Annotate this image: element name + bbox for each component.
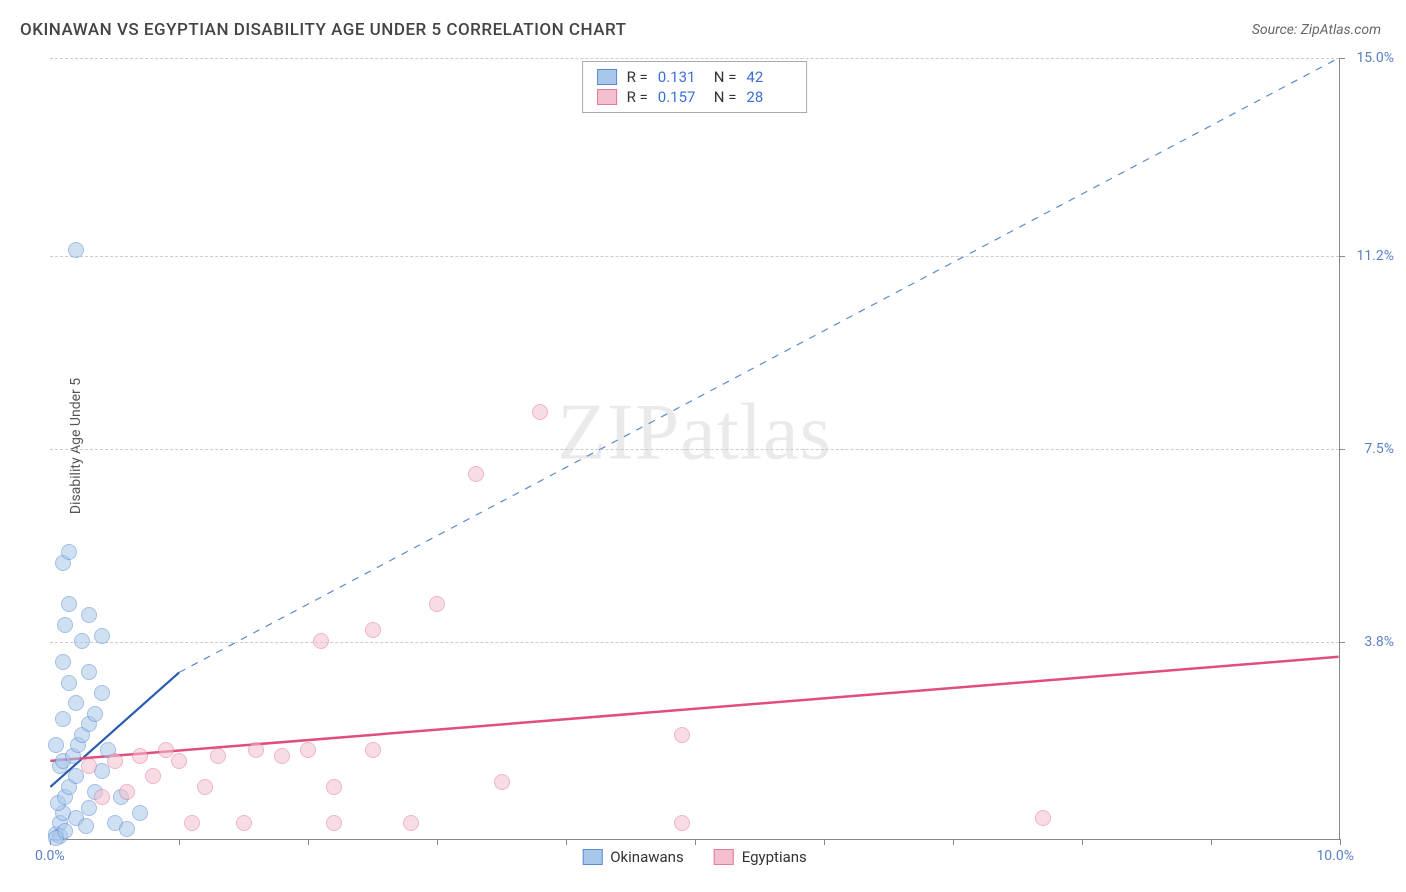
scatter-point (94, 789, 110, 805)
y-tick (1339, 256, 1345, 257)
stat-r-value: 0.157 (658, 88, 704, 106)
scatter-point (300, 742, 316, 758)
stat-n-label: N = (714, 68, 737, 86)
scatter-point (145, 768, 161, 784)
source-attribution: Source: ZipAtlas.com (1252, 22, 1381, 38)
y-axis-tick-label: 3.8% (1364, 634, 1394, 650)
x-tick (695, 839, 696, 845)
x-axis-max-label: 10.0% (1316, 848, 1354, 864)
legend-swatch (714, 849, 734, 865)
scatter-point (365, 742, 381, 758)
gridline (50, 449, 1339, 450)
x-tick (1082, 839, 1083, 845)
stats-row: R = 0.157 N = 28 (597, 88, 793, 106)
scatter-point (532, 404, 548, 420)
scatter-point (57, 617, 73, 633)
scatter-point (94, 685, 110, 701)
stat-r-label: R = (627, 68, 648, 86)
scatter-point (94, 628, 110, 644)
stat-n-label: N = (714, 88, 737, 106)
scatter-point (365, 622, 381, 638)
scatter-point (274, 748, 290, 764)
trend-line (179, 58, 1339, 672)
legend-swatch (582, 849, 602, 865)
scatter-point (248, 742, 264, 758)
y-axis-tick-label: 15.0% (1356, 50, 1394, 66)
y-tick (1339, 449, 1345, 450)
y-tick (1339, 642, 1345, 643)
scatter-point (74, 633, 90, 649)
chart-title: OKINAWAN VS EGYPTIAN DISABILITY AGE UNDE… (20, 20, 627, 40)
x-tick (308, 839, 309, 845)
scatter-point (87, 706, 103, 722)
scatter-point (326, 779, 342, 795)
x-tick (953, 839, 954, 845)
scatter-point (55, 711, 71, 727)
y-axis-tick-label: 7.5% (1364, 441, 1394, 457)
x-tick (566, 839, 567, 845)
x-tick (1340, 839, 1341, 845)
scatter-point (313, 633, 329, 649)
stat-r-value: 0.131 (658, 68, 704, 86)
scatter-point (468, 466, 484, 482)
scatter-point (81, 607, 97, 623)
bottom-legend: Okinawans Egyptians (582, 848, 807, 866)
y-tick (1339, 58, 1345, 59)
scatter-point (48, 737, 64, 753)
stats-row: R = 0.131 N = 42 (597, 68, 793, 86)
scatter-point (1035, 810, 1051, 826)
x-tick (1211, 839, 1212, 845)
trend-line (50, 657, 1338, 761)
scatter-point (326, 815, 342, 831)
scatter-point (236, 815, 252, 831)
scatter-point (119, 821, 135, 837)
legend-swatch (597, 69, 617, 85)
scatter-point (494, 774, 510, 790)
watermark-text: ZIPatlas (557, 387, 832, 478)
scatter-point (107, 753, 123, 769)
scatter-point (132, 805, 148, 821)
scatter-point (119, 784, 135, 800)
scatter-point (61, 544, 77, 560)
scatter-point (68, 695, 84, 711)
x-tick (437, 839, 438, 845)
scatter-point (197, 779, 213, 795)
scatter-point (81, 758, 97, 774)
scatter-point (81, 664, 97, 680)
x-axis-min-label: 0.0% (35, 848, 65, 864)
stat-n-value: 42 (746, 68, 792, 86)
stat-n-value: 28 (746, 88, 792, 106)
legend-label: Okinawans (610, 848, 683, 866)
gridline (50, 256, 1339, 257)
scatter-point (171, 753, 187, 769)
scatter-point (68, 242, 84, 258)
scatter-plot-area: ZIPatlas R =0.131N =42R =0.157N =28 Okin… (50, 58, 1340, 840)
scatter-point (78, 818, 94, 834)
y-axis-tick-label: 11.2% (1356, 248, 1394, 264)
scatter-point (55, 654, 71, 670)
scatter-point (57, 823, 73, 839)
x-tick (179, 839, 180, 845)
gridline (50, 642, 1339, 643)
scatter-point (674, 815, 690, 831)
scatter-point (210, 748, 226, 764)
scatter-point (61, 675, 77, 691)
scatter-point (132, 748, 148, 764)
scatter-point (61, 596, 77, 612)
legend-item: Okinawans (582, 848, 683, 866)
stat-r-label: R = (627, 88, 648, 106)
correlation-stats-box: R = 0.131 N = 42 R = 0.157 N = 28 (582, 61, 808, 113)
scatter-point (674, 727, 690, 743)
legend-label: Egyptians (742, 848, 807, 866)
legend-swatch (597, 89, 617, 105)
scatter-point (184, 815, 200, 831)
legend-item: Egyptians (714, 848, 807, 866)
x-tick (824, 839, 825, 845)
scatter-point (403, 815, 419, 831)
gridline (50, 58, 1339, 59)
scatter-point (429, 596, 445, 612)
